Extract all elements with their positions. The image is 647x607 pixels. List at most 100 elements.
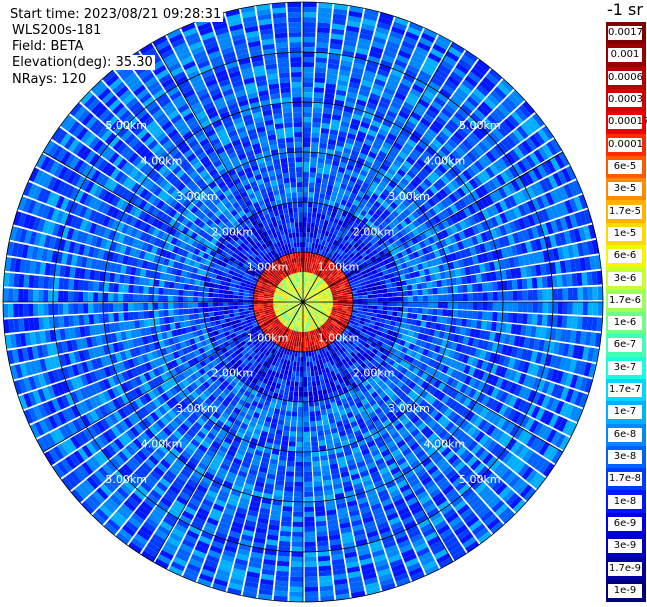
range-bin [310, 152, 318, 158]
range-bin [451, 413, 461, 424]
range-bin [310, 308, 315, 312]
range-bin [286, 310, 291, 314]
range-bin [426, 484, 439, 495]
range-bin [269, 402, 276, 409]
range-bin [472, 310, 478, 320]
range-bin [355, 329, 361, 335]
range-bin [304, 576, 318, 582]
range-bin [521, 432, 533, 445]
range-bin [324, 314, 329, 319]
range-bin [397, 168, 406, 177]
range-bin [370, 146, 380, 155]
range-bin [224, 395, 233, 404]
range-bin [330, 544, 343, 551]
range-bin [186, 529, 200, 540]
range-bin [365, 330, 372, 336]
range-bin [441, 279, 448, 287]
range-bin [426, 350, 434, 359]
range-bin [249, 556, 263, 564]
range-bin [303, 381, 308, 387]
range-bin [478, 449, 490, 462]
range-bin [517, 290, 523, 301]
range-bin [280, 358, 285, 364]
range-bin [466, 455, 478, 468]
range-bin [472, 128, 484, 141]
range-bin [596, 317, 603, 332]
range-bin [258, 398, 266, 405]
range-bin [281, 399, 288, 406]
range-bin [238, 444, 248, 452]
range-bin [483, 182, 493, 194]
range-bin [163, 413, 173, 423]
range-bin [307, 297, 313, 300]
range-bin [329, 337, 335, 343]
range-bin [465, 346, 472, 355]
range-bin [93, 382, 102, 394]
range-bin [439, 188, 448, 199]
range-bin [284, 315, 289, 320]
range-bin [307, 341, 310, 347]
range-bin [472, 88, 486, 101]
range-bin [522, 216, 531, 228]
range-bin [349, 580, 364, 589]
range-bin [186, 460, 197, 470]
range-bin [330, 287, 336, 292]
range-bin [458, 198, 467, 209]
range-bin [338, 430, 347, 437]
range-bin [292, 330, 296, 336]
range-bin [441, 365, 450, 374]
range-bin [332, 406, 339, 413]
range-bin [495, 174, 506, 186]
range-bin [400, 190, 409, 199]
range-bin [310, 222, 315, 228]
range-bin [262, 389, 269, 396]
range-bin [320, 595, 335, 602]
range-bin [113, 490, 126, 503]
range-bin [328, 254, 333, 260]
range-bin [296, 305, 300, 310]
range-bin [326, 236, 332, 243]
range-bin [422, 150, 433, 160]
range-bin [306, 305, 311, 309]
range-bin [360, 368, 367, 376]
range-bin [36, 437, 48, 452]
range-bin [400, 128, 411, 138]
range-bin [234, 349, 241, 356]
range-bin [347, 296, 353, 300]
range-bin [102, 463, 114, 476]
range-bin [476, 359, 484, 369]
range-bin [334, 273, 340, 279]
range-bin [278, 316, 284, 321]
range-bin [526, 278, 533, 289]
range-bin [304, 496, 314, 502]
range-bin [216, 395, 225, 403]
range-bin [367, 302, 373, 306]
range-bin [363, 70, 376, 78]
range-bin [259, 324, 266, 330]
range-bin [340, 232, 347, 239]
range-bin [444, 270, 451, 279]
range-bin [94, 470, 107, 483]
range-bin [309, 177, 316, 183]
range-bin [318, 266, 323, 272]
range-bin [388, 554, 402, 563]
range-bin [419, 354, 427, 363]
range-bin [534, 181, 545, 195]
range-bin [152, 533, 166, 545]
range-bin [375, 317, 382, 323]
range-bin [217, 328, 224, 335]
range-bin [313, 329, 318, 335]
range-bin [203, 423, 212, 432]
range-bin [305, 252, 308, 258]
range-bin [455, 161, 466, 172]
range-bin [300, 306, 302, 312]
range-bin [335, 145, 344, 152]
range-bin [421, 32, 436, 43]
range-bin [395, 502, 408, 512]
range-bin [123, 500, 137, 512]
range-bin [303, 167, 310, 173]
range-bin [516, 190, 527, 203]
range-bin [360, 209, 368, 217]
range-bin [242, 323, 249, 329]
range-bin [310, 314, 314, 320]
